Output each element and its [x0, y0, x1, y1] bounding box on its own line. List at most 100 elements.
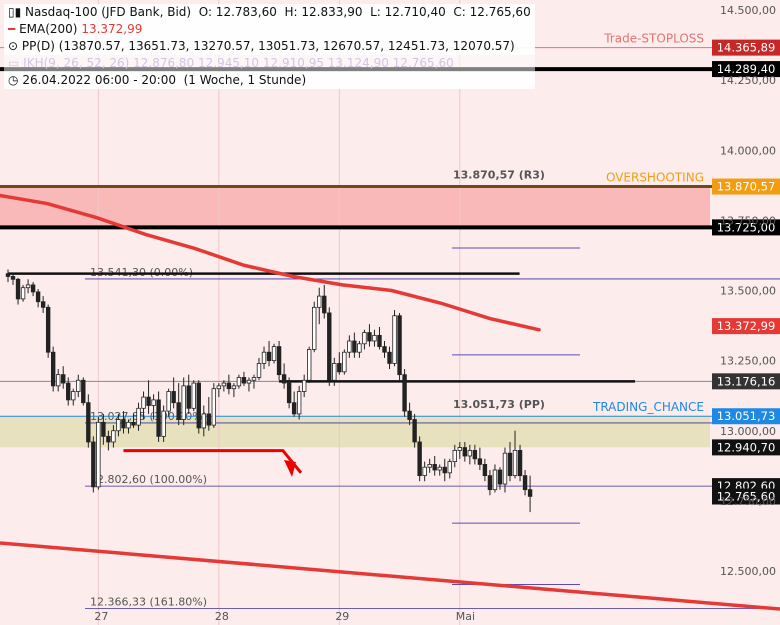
candle-body-97[interactable] — [492, 469, 498, 491]
candle-body-15[interactable] — [81, 379, 86, 404]
candle-body-29[interactable] — [151, 399, 156, 406]
candle-body-58[interactable] — [296, 391, 302, 415]
candle-body-85[interactable] — [432, 464, 437, 471]
candle-body-14[interactable] — [76, 379, 81, 392]
candle-body-5[interactable] — [30, 284, 36, 293]
candle-body-95[interactable] — [482, 464, 488, 477]
candle-body-25[interactable] — [131, 421, 136, 426]
candle-body-2[interactable] — [15, 278, 21, 300]
candle-body-11[interactable] — [61, 374, 66, 384]
candle-body-23[interactable] — [121, 419, 126, 429]
candle-body-88[interactable] — [447, 461, 452, 474]
candle-body-47[interactable] — [241, 377, 247, 384]
candle-body-49[interactable] — [251, 377, 257, 381]
candle-body-81[interactable] — [412, 419, 417, 443]
candle-body-87[interactable] — [442, 466, 447, 474]
candle-body-91[interactable] — [462, 447, 468, 457]
candle-body-32[interactable] — [166, 391, 171, 412]
candle-body-72[interactable] — [367, 332, 372, 342]
candle-body-38[interactable] — [196, 382, 201, 429]
candle-body-37[interactable] — [191, 382, 196, 409]
candle-body-39[interactable] — [201, 413, 206, 429]
candle-body-36[interactable] — [186, 385, 191, 409]
candle-body-45[interactable] — [231, 385, 237, 390]
candle-body-66[interactable] — [337, 363, 342, 373]
candle-body-6[interactable] — [35, 291, 41, 303]
candle-body-103[interactable] — [522, 475, 528, 491]
candle-body-20[interactable] — [106, 435, 111, 443]
candle-body-55[interactable] — [281, 374, 287, 384]
candle-body-78[interactable] — [397, 315, 402, 376]
candle-body-46[interactable] — [236, 377, 242, 387]
candle-body-48[interactable] — [246, 379, 252, 384]
candle-body-74[interactable] — [377, 334, 382, 348]
candle-body-28[interactable] — [146, 396, 151, 406]
candle-body-41[interactable] — [211, 388, 217, 426]
candle-body-35[interactable] — [181, 385, 186, 420]
candle-body-7[interactable] — [40, 301, 46, 308]
legend-pp-row[interactable]: ⊙ PP(D) (13870.57, 13651.73, 13270.57, 1… — [4, 38, 535, 55]
candle-body-77[interactable] — [392, 315, 397, 364]
candle-body-52[interactable] — [266, 351, 272, 362]
candle-body-13[interactable] — [71, 391, 76, 401]
candle-body-21[interactable] — [111, 430, 116, 443]
candle-body-44[interactable] — [226, 382, 232, 390]
candle-body-43[interactable] — [221, 382, 227, 387]
candle-body-61[interactable] — [312, 306, 317, 350]
candle-body-24[interactable] — [126, 421, 131, 429]
candle-body-42[interactable] — [216, 385, 222, 390]
candle-body-53[interactable] — [271, 346, 277, 362]
candle-body-19[interactable] — [101, 421, 106, 437]
candle-body-86[interactable] — [437, 466, 442, 471]
candle-body-27[interactable] — [141, 396, 146, 409]
candle-body-26[interactable] — [136, 407, 141, 426]
candle-body-68[interactable] — [347, 340, 352, 353]
candle-body-16[interactable] — [86, 402, 91, 443]
candle-body-75[interactable] — [382, 346, 387, 353]
candle-body-96[interactable] — [487, 475, 493, 491]
candle-body-101[interactable] — [512, 449, 518, 477]
candle-body-0[interactable] — [5, 273, 11, 277]
candle-body-51[interactable] — [261, 351, 267, 364]
candle-body-83[interactable] — [422, 466, 427, 477]
candle-body-82[interactable] — [417, 441, 422, 477]
candle-body-100[interactable] — [507, 452, 513, 477]
candle-body-79[interactable] — [402, 374, 407, 412]
candle-body-67[interactable] — [342, 351, 347, 373]
candle-body-84[interactable] — [427, 464, 432, 468]
candle-body-3[interactable] — [20, 287, 26, 300]
candle-body-69[interactable] — [352, 340, 357, 353]
candle-body-76[interactable] — [387, 351, 392, 364]
legend-ikh-row[interactable]: ▭ IKH(9, 26, 52, 26) 12.876,80 12.945,10… — [4, 55, 535, 72]
candle-body-9[interactable] — [50, 351, 56, 387]
candle-body-50[interactable] — [256, 363, 262, 378]
candle-body-54[interactable] — [276, 346, 282, 376]
candle-body-65[interactable] — [332, 363, 337, 381]
candle-body-90[interactable] — [457, 447, 462, 451]
candle-body-99[interactable] — [502, 452, 508, 485]
candle-body-70[interactable] — [357, 343, 362, 353]
candle-body-80[interactable] — [407, 410, 412, 420]
candle-body-22[interactable] — [116, 419, 121, 432]
candle-body-89[interactable] — [452, 449, 457, 463]
candle-body-4[interactable] — [25, 284, 31, 289]
candle-body-102[interactable] — [517, 449, 523, 477]
candle-body-98[interactable] — [497, 469, 503, 485]
candle-body-8[interactable] — [45, 306, 51, 353]
candle-body-60[interactable] — [306, 349, 312, 381]
candle-body-71[interactable] — [362, 332, 367, 345]
candle-body-33[interactable] — [171, 391, 176, 404]
candle-body-104[interactable] — [527, 489, 533, 497]
candle-body-56[interactable] — [286, 382, 292, 404]
legend-ema-row[interactable]: ━ EMA(200) 13.372,99 — [4, 21, 535, 38]
candle-body-62[interactable] — [317, 295, 322, 308]
candle-body-12[interactable] — [66, 382, 71, 401]
candle-body-30[interactable] — [156, 399, 161, 437]
candle-body-63[interactable] — [322, 295, 327, 314]
candle-body-57[interactable] — [291, 402, 297, 415]
candle-body-17[interactable] — [91, 441, 96, 488]
candle-body-93[interactable] — [472, 449, 478, 460]
candle-body-94[interactable] — [477, 458, 483, 465]
candle-body-59[interactable] — [301, 379, 307, 392]
